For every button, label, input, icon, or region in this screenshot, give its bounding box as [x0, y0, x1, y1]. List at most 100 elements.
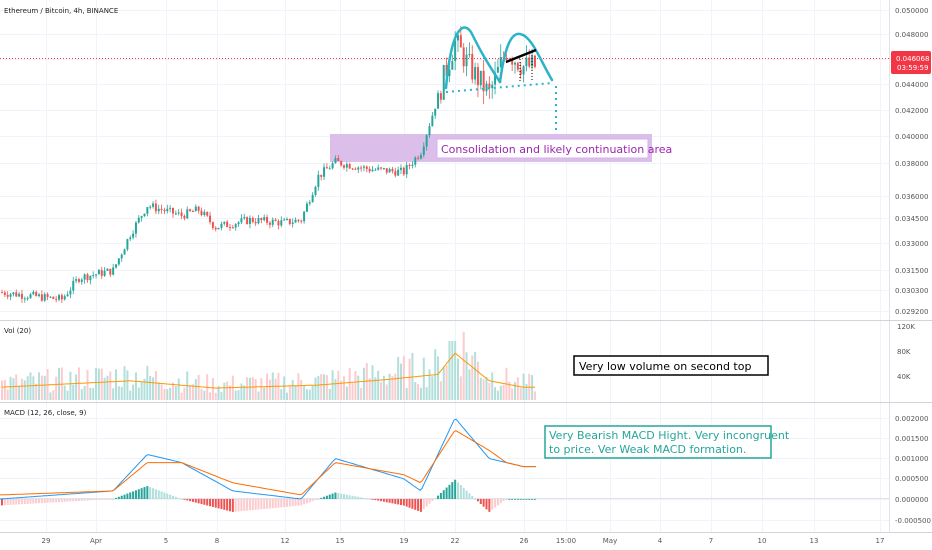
- volume-bar: [283, 376, 286, 400]
- macd-histogram-bar: [479, 499, 482, 505]
- macd-histogram-bar: [214, 499, 217, 508]
- volume-bar: [211, 378, 214, 400]
- macd-histogram-bar: [317, 498, 320, 500]
- macd-histogram-bar: [414, 499, 417, 510]
- macd-histogram-bar: [126, 493, 129, 499]
- volume-bar: [408, 358, 411, 400]
- price-tick-label: 0.038000: [895, 160, 928, 168]
- volume-bar: [152, 377, 155, 400]
- macd-histogram-bar: [229, 499, 231, 512]
- macd-tick-label: 0.000000: [895, 496, 928, 504]
- volume-bar: [305, 389, 308, 400]
- volume-bar: [26, 376, 29, 400]
- volume-bar: [20, 378, 23, 400]
- volume-note-box: [573, 355, 769, 376]
- macd-histogram-bar: [166, 493, 169, 499]
- candle-body: [394, 171, 397, 176]
- candle-body: [388, 168, 391, 173]
- candle-body: [305, 203, 308, 212]
- candle-body: [317, 174, 320, 187]
- candle-body: [277, 221, 280, 226]
- candle-body: [183, 215, 186, 219]
- macd-histogram-bar: [428, 499, 431, 504]
- candle-body: [143, 213, 146, 217]
- macd-histogram-bar: [351, 495, 354, 499]
- volume-bar: [280, 389, 283, 400]
- candle-body: [23, 298, 26, 300]
- volume-bar: [18, 385, 21, 400]
- candle-body: [365, 166, 368, 169]
- candle-body: [206, 212, 209, 216]
- candle-body: [411, 164, 414, 166]
- macd-histogram-bar: [183, 499, 186, 500]
- volume-bar: [263, 387, 266, 400]
- volume-bar: [146, 365, 149, 400]
- candle-body: [49, 296, 52, 298]
- volume-bar: [337, 370, 340, 400]
- candle-body: [268, 222, 271, 225]
- candle-body: [72, 280, 75, 291]
- macd-histogram-bar: [360, 497, 363, 499]
- price-tick-label: 0.040000: [895, 133, 928, 141]
- macd-axis[interactable]: 0.002000 0.001500 0.001000 0.000500 0.000000…: [895, 415, 931, 525]
- volume-bar: [220, 391, 223, 400]
- macd-histogram-bar: [257, 499, 260, 510]
- volume-axis[interactable]: 120K 80K 40K: [897, 323, 915, 381]
- price-tick-label: 0.031500: [895, 267, 928, 275]
- macd-histogram-bar: [371, 499, 374, 500]
- volume-bar: [217, 386, 220, 400]
- volume-bar: [479, 377, 482, 400]
- macd-histogram-bar: [496, 499, 499, 506]
- macd-histogram-bar: [462, 487, 465, 499]
- time-tick-label: 19: [400, 537, 409, 545]
- chart-title: Ethereum / Bitcoin, 4h, BINANCE: [4, 7, 118, 15]
- candle-body: [66, 294, 69, 297]
- macd-histogram-bar: [368, 499, 371, 500]
- volume-pane-label: Vol (20): [4, 327, 31, 335]
- price-tick-label: 0.044000: [895, 81, 928, 89]
- macd-histogram-bar: [77, 499, 80, 501]
- macd-histogram-bar: [499, 499, 502, 504]
- macd-histogram-bar: [26, 499, 29, 504]
- volume-bar: [257, 391, 260, 400]
- candle-body: [434, 108, 437, 116]
- volume-bar: [533, 391, 536, 400]
- time-axis[interactable]: 29 Apr 5 8 12 15 19 22 26 15:00 May 4 7 10 13 17: [42, 537, 885, 545]
- macd-histogram-bar: [488, 499, 491, 512]
- macd-histogram-bar: [442, 490, 445, 499]
- macd-histogram-bar: [288, 499, 291, 507]
- macd-histogram-bar: [531, 499, 534, 500]
- volume-bar: [516, 377, 519, 400]
- candle-body: [425, 135, 428, 147]
- candle-body: [1, 292, 3, 294]
- volume-bar: [431, 376, 434, 400]
- volume-bar: [189, 385, 192, 400]
- candle-body: [402, 167, 405, 175]
- volume-bar: [394, 373, 397, 400]
- time-tick-label: 26: [520, 537, 529, 545]
- volume-bar: [382, 375, 385, 400]
- volume-bar: [357, 375, 360, 400]
- volume-bar: [169, 387, 172, 400]
- macd-histogram-bar: [388, 499, 391, 503]
- macd-histogram-bar: [20, 499, 23, 505]
- macd-histogram-bar: [115, 497, 117, 499]
- macd-histogram-bar: [408, 499, 411, 508]
- volume-bar: [274, 378, 277, 400]
- candle-countdown: 03:59:59: [897, 64, 928, 72]
- candle-body: [83, 274, 86, 280]
- macd-histogram-bar: [422, 499, 425, 510]
- macd-histogram-bar: [231, 499, 234, 512]
- price-tick-label: 0.048000: [895, 31, 928, 39]
- volume-bar: [468, 369, 471, 400]
- macd-histogram-bar: [445, 487, 448, 499]
- candle-body: [408, 165, 411, 167]
- volume-bar: [160, 384, 163, 400]
- candle-body: [186, 209, 189, 219]
- macd-histogram-bar: [400, 499, 402, 505]
- volume-bar: [414, 382, 417, 400]
- volume-bar: [343, 376, 345, 400]
- candle-body: [377, 167, 380, 170]
- candle-body: [129, 237, 132, 240]
